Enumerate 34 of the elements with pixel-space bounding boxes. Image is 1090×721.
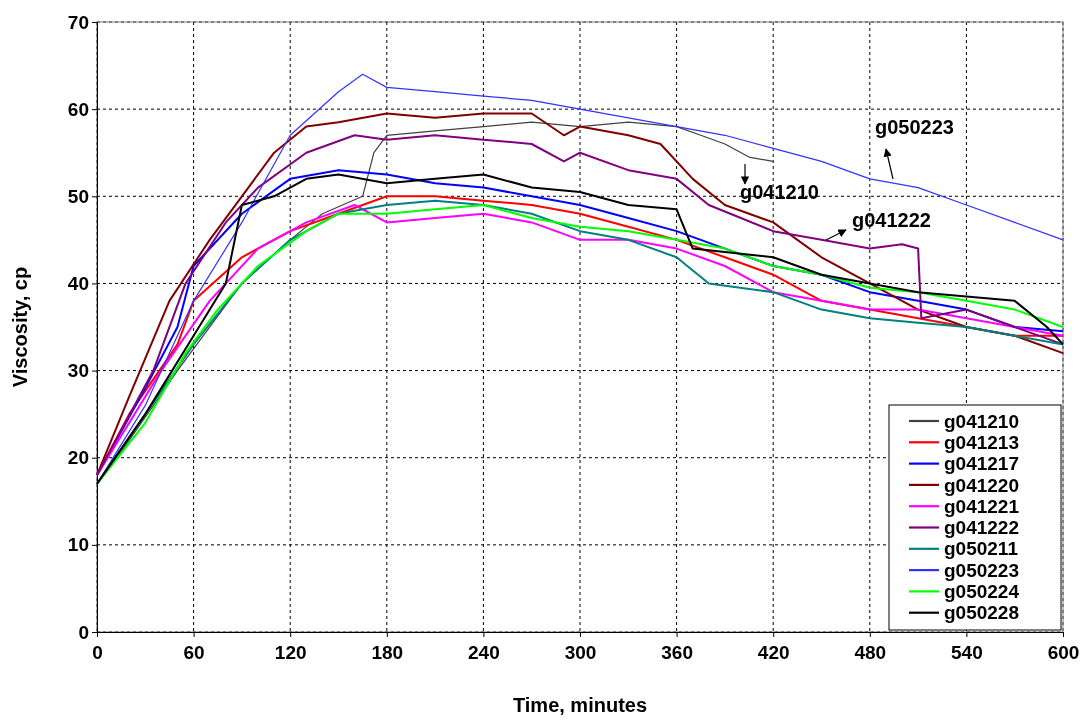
x-axis-title: Time, minutes <box>512 694 648 716</box>
legend-label: g050228 <box>944 602 1020 624</box>
x-tick-label: 240 <box>468 642 500 663</box>
legend-label: g041217 <box>944 453 1020 475</box>
legend-label: g041221 <box>944 495 1020 517</box>
y-tick-label: 10 <box>67 534 89 556</box>
x-tick-label: 60 <box>183 642 205 663</box>
y-tick-label: 20 <box>67 447 89 469</box>
y-tick-label: 30 <box>67 360 89 382</box>
x-tick-label: 360 <box>661 642 693 663</box>
x-tick-label: 300 <box>564 642 597 663</box>
x-tick-label: 0 <box>92 642 103 663</box>
legend-label: g041210 <box>944 410 1020 432</box>
y-tick-label: 70 <box>67 11 89 33</box>
x-tick-label: 180 <box>371 642 404 663</box>
x-tick-label: 480 <box>854 642 887 663</box>
y-tick-label: 50 <box>67 185 89 207</box>
y-tick-label: 40 <box>67 273 89 295</box>
x-tick-label: 540 <box>951 642 983 663</box>
legend-label: g041220 <box>944 474 1020 496</box>
y-tick-label: 60 <box>67 98 89 120</box>
annotation: g041210 <box>740 181 819 203</box>
x-tick-label: 420 <box>757 642 790 663</box>
legend-label: g041222 <box>944 517 1020 539</box>
y-tick-label: 0 <box>78 621 89 643</box>
annotation: g050223 <box>875 116 954 138</box>
annotation: g041222 <box>852 209 931 231</box>
legend-label: g041213 <box>944 431 1020 453</box>
y-axis-title: Viscosity, cp <box>9 266 31 388</box>
x-tick-label: 600 <box>1047 642 1080 663</box>
legend-label: g050224 <box>944 581 1020 603</box>
x-tick-label: 120 <box>274 642 307 663</box>
legend-label: g050223 <box>944 559 1020 581</box>
legend-label: g050211 <box>944 538 1019 560</box>
